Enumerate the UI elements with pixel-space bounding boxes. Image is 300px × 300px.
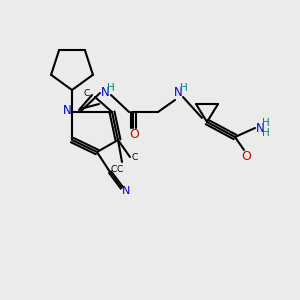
Text: C: C bbox=[117, 164, 123, 173]
Text: N: N bbox=[100, 86, 109, 100]
Text: H: H bbox=[262, 118, 270, 128]
Text: O: O bbox=[241, 151, 251, 164]
Text: C: C bbox=[132, 154, 138, 163]
Text: N: N bbox=[122, 186, 130, 196]
Text: C: C bbox=[111, 166, 117, 175]
Text: N: N bbox=[256, 122, 264, 134]
Text: C: C bbox=[84, 89, 90, 98]
Text: H: H bbox=[180, 83, 188, 93]
Text: H: H bbox=[107, 83, 115, 93]
Text: N: N bbox=[63, 103, 71, 116]
Text: H: H bbox=[262, 128, 270, 138]
Text: O: O bbox=[129, 128, 139, 142]
Text: N: N bbox=[174, 86, 182, 100]
